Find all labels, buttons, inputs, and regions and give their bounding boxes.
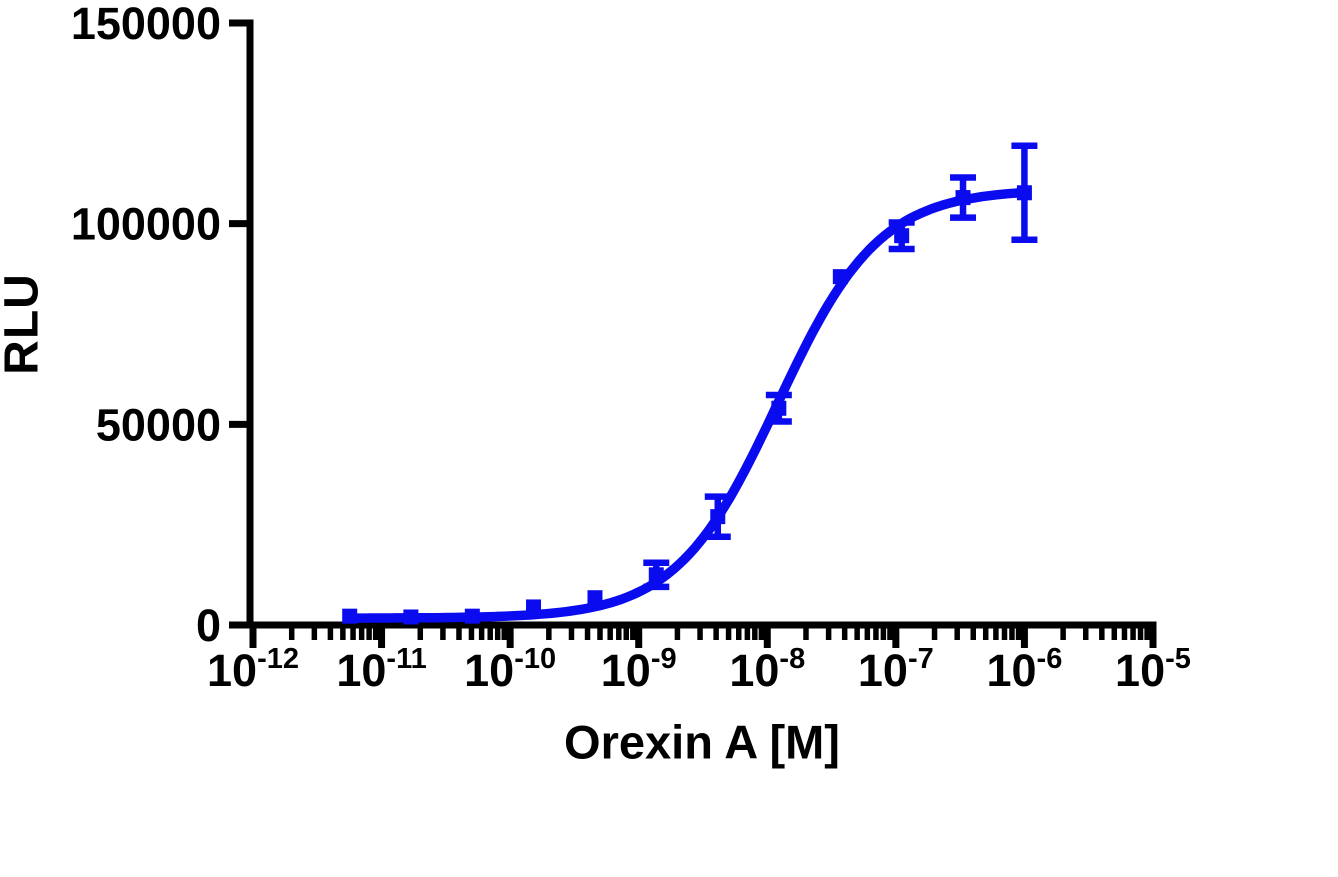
- data-point-marker: [587, 590, 603, 606]
- data-point-marker: [342, 608, 358, 624]
- x-ticks: 10-12 10-11 10-10 10-9 10-8 10-7 10-6 10-5: [207, 628, 1191, 696]
- y-tick-label: 150000: [71, 0, 221, 49]
- data-point-marker: [894, 228, 910, 244]
- y-tick-label: 0: [196, 600, 221, 651]
- x-tick-label: 10-10: [464, 643, 556, 696]
- data-point-marker: [526, 599, 542, 615]
- x-tick-label: 10-7: [858, 643, 934, 696]
- y-tick-label: 50000: [96, 399, 221, 450]
- data-points: [342, 185, 1032, 625]
- x-tick-label: 10-9: [601, 643, 677, 696]
- data-point-marker: [771, 400, 787, 416]
- y-tick-label: 100000: [71, 199, 221, 250]
- error-bars: [643, 142, 1038, 591]
- y-axis-title: RLU: [0, 273, 49, 375]
- data-point-marker: [464, 608, 480, 624]
- x-tick-label: 10-8: [729, 643, 805, 696]
- data-point-marker: [403, 609, 419, 625]
- x-tick-label: 10-6: [986, 643, 1062, 696]
- data-point-marker: [648, 567, 664, 583]
- data-point-marker: [710, 509, 726, 525]
- data-point-marker: [955, 190, 971, 206]
- axes: [246, 19, 1157, 629]
- x-axis-title: Orexin A [M]: [564, 715, 840, 769]
- fit-curve: [344, 187, 1029, 623]
- x-tick-label: 10-11: [336, 643, 426, 696]
- x-tick-label: 10-12: [207, 643, 299, 696]
- y-ticks: 0 50000 100000 150000: [71, 0, 250, 651]
- data-point-marker: [1016, 185, 1032, 201]
- x-tick-label: 10-5: [1115, 643, 1191, 696]
- data-point-marker: [832, 269, 848, 285]
